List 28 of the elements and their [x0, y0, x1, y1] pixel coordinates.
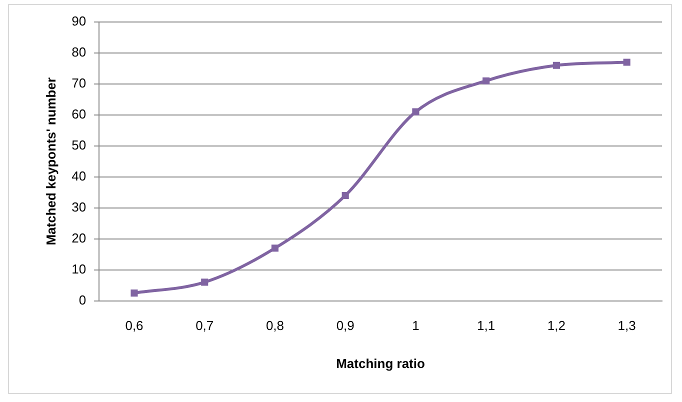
x-tick-label: 0,8 — [266, 318, 284, 334]
y-tick-label: 90 — [72, 14, 86, 29]
x-tick-label: 0,6 — [125, 318, 144, 334]
y-tick-label: 60 — [72, 106, 86, 122]
x-tick-label: 1,3 — [618, 318, 636, 334]
point — [201, 278, 208, 286]
point — [412, 108, 420, 116]
x-tick-label: 1,2 — [547, 318, 566, 334]
x-tick-label: 1 — [412, 318, 420, 334]
point — [130, 290, 138, 297]
point — [271, 244, 279, 252]
y-tick-label: 20 — [72, 230, 86, 246]
point — [552, 62, 560, 69]
y-axis-title: Matched keyponts' number — [43, 78, 58, 246]
x-axis-title: Matching ratio — [336, 356, 426, 371]
x-tick-label: 0,7 — [196, 318, 214, 334]
y-tick-label: 30 — [72, 199, 86, 214]
y-tick-label: 10 — [72, 261, 86, 276]
y-tick-label: 50 — [72, 137, 86, 152]
point — [482, 77, 490, 84]
point — [342, 192, 349, 200]
y-tick-label: 70 — [72, 76, 86, 91]
y-tick-label: 0 — [78, 292, 86, 308]
y-tick-label: 40 — [72, 168, 86, 184]
x-tick-label: 1,1 — [477, 318, 496, 334]
y-tick-label: 80 — [72, 44, 86, 60]
x-tick-label: 0,9 — [336, 318, 354, 334]
point — [623, 58, 630, 66]
